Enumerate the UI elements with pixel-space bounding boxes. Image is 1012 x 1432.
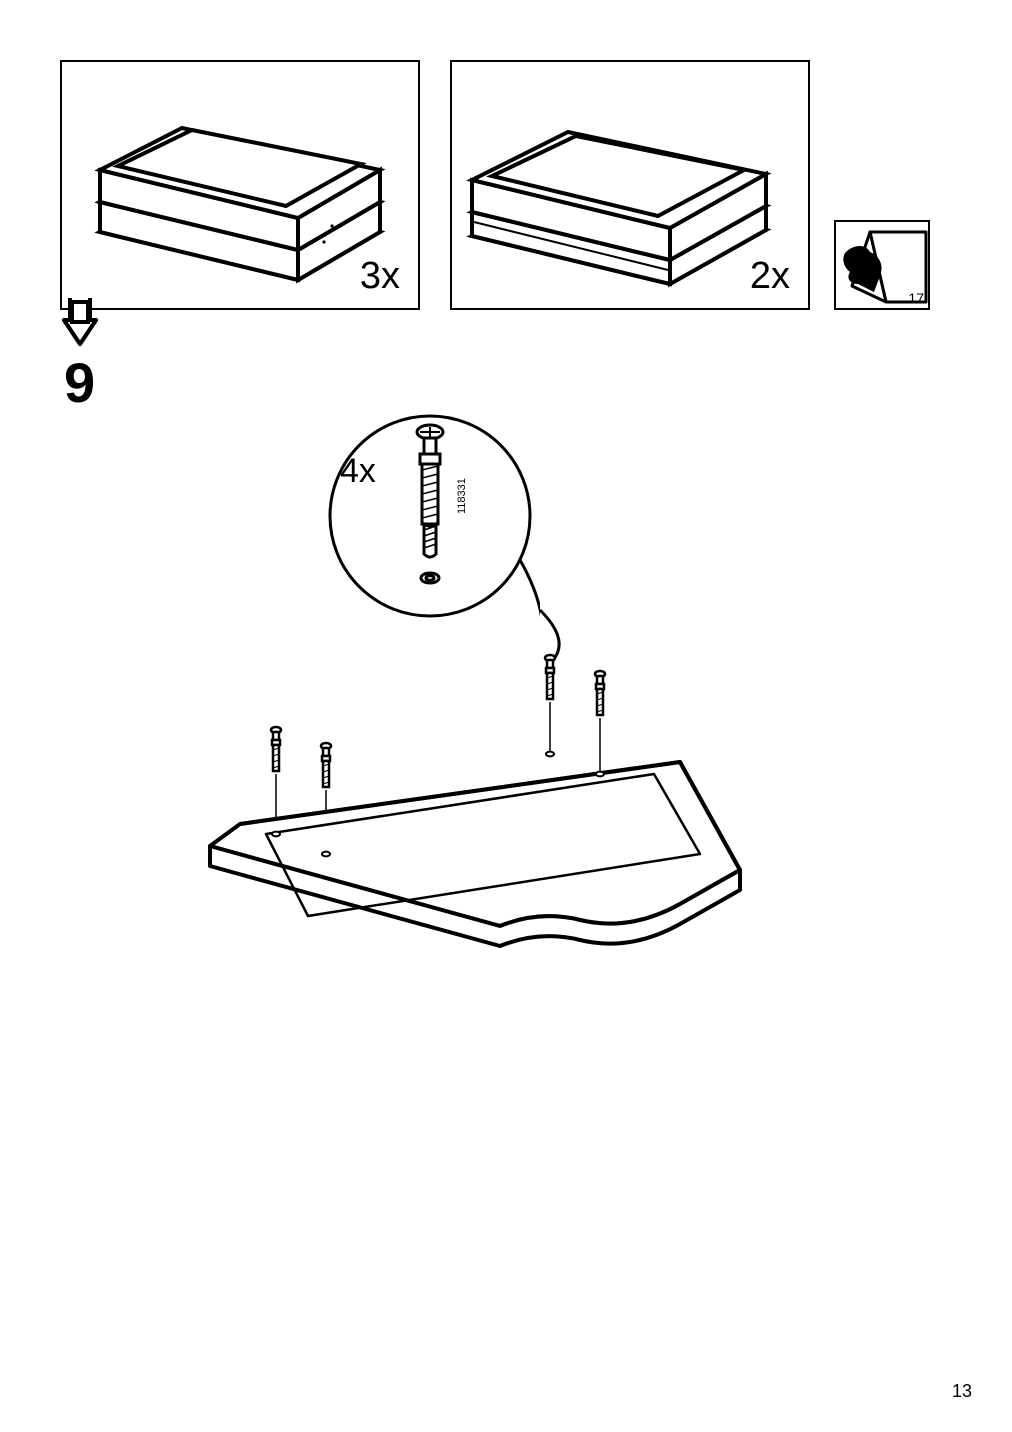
panel-with-bolts	[180, 410, 800, 970]
step-number: 9	[64, 350, 95, 415]
booklet-pageref: 17	[908, 290, 924, 306]
page-number: 13	[952, 1381, 972, 1402]
arrow-down-icon	[60, 298, 110, 358]
drawer-stack-panel: 3x	[60, 60, 420, 310]
continue-arrow	[60, 298, 110, 358]
main-figure: 4x 118331	[180, 410, 800, 970]
drawer-single-panel: 2x	[450, 60, 810, 310]
qty-b: 2x	[750, 255, 790, 298]
top-row: 3x	[60, 60, 952, 310]
instruction-page: 3x	[0, 0, 1012, 1432]
booklet-reference: 17	[834, 220, 930, 310]
qty-a: 3x	[360, 255, 400, 298]
